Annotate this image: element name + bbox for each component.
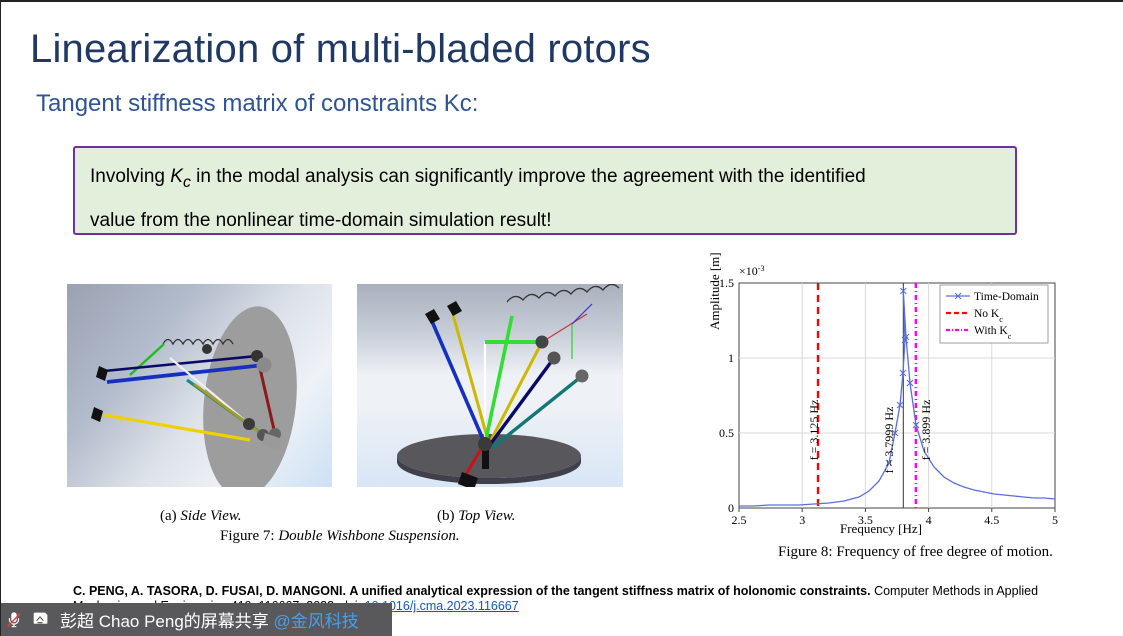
- svg-text:1: 1: [728, 351, 734, 365]
- svg-text:4: 4: [926, 513, 932, 525]
- svg-text:3: 3: [799, 513, 805, 525]
- svg-text:4.5: 4.5: [984, 513, 999, 525]
- svg-text:5: 5: [1052, 513, 1058, 525]
- svg-text:0.5: 0.5: [719, 426, 734, 440]
- svg-text:0: 0: [728, 501, 734, 515]
- svg-text:f = 3.125 Hz: f = 3.125 Hz: [807, 400, 821, 461]
- svg-text:×10-3: ×10-3: [739, 265, 764, 278]
- svg-text:f = 3.7999 Hz: f = 3.7999 Hz: [882, 407, 896, 474]
- svg-text:Time-Domain: Time-Domain: [974, 291, 1039, 303]
- svg-text:f = 3.899 Hz: f = 3.899 Hz: [919, 400, 933, 461]
